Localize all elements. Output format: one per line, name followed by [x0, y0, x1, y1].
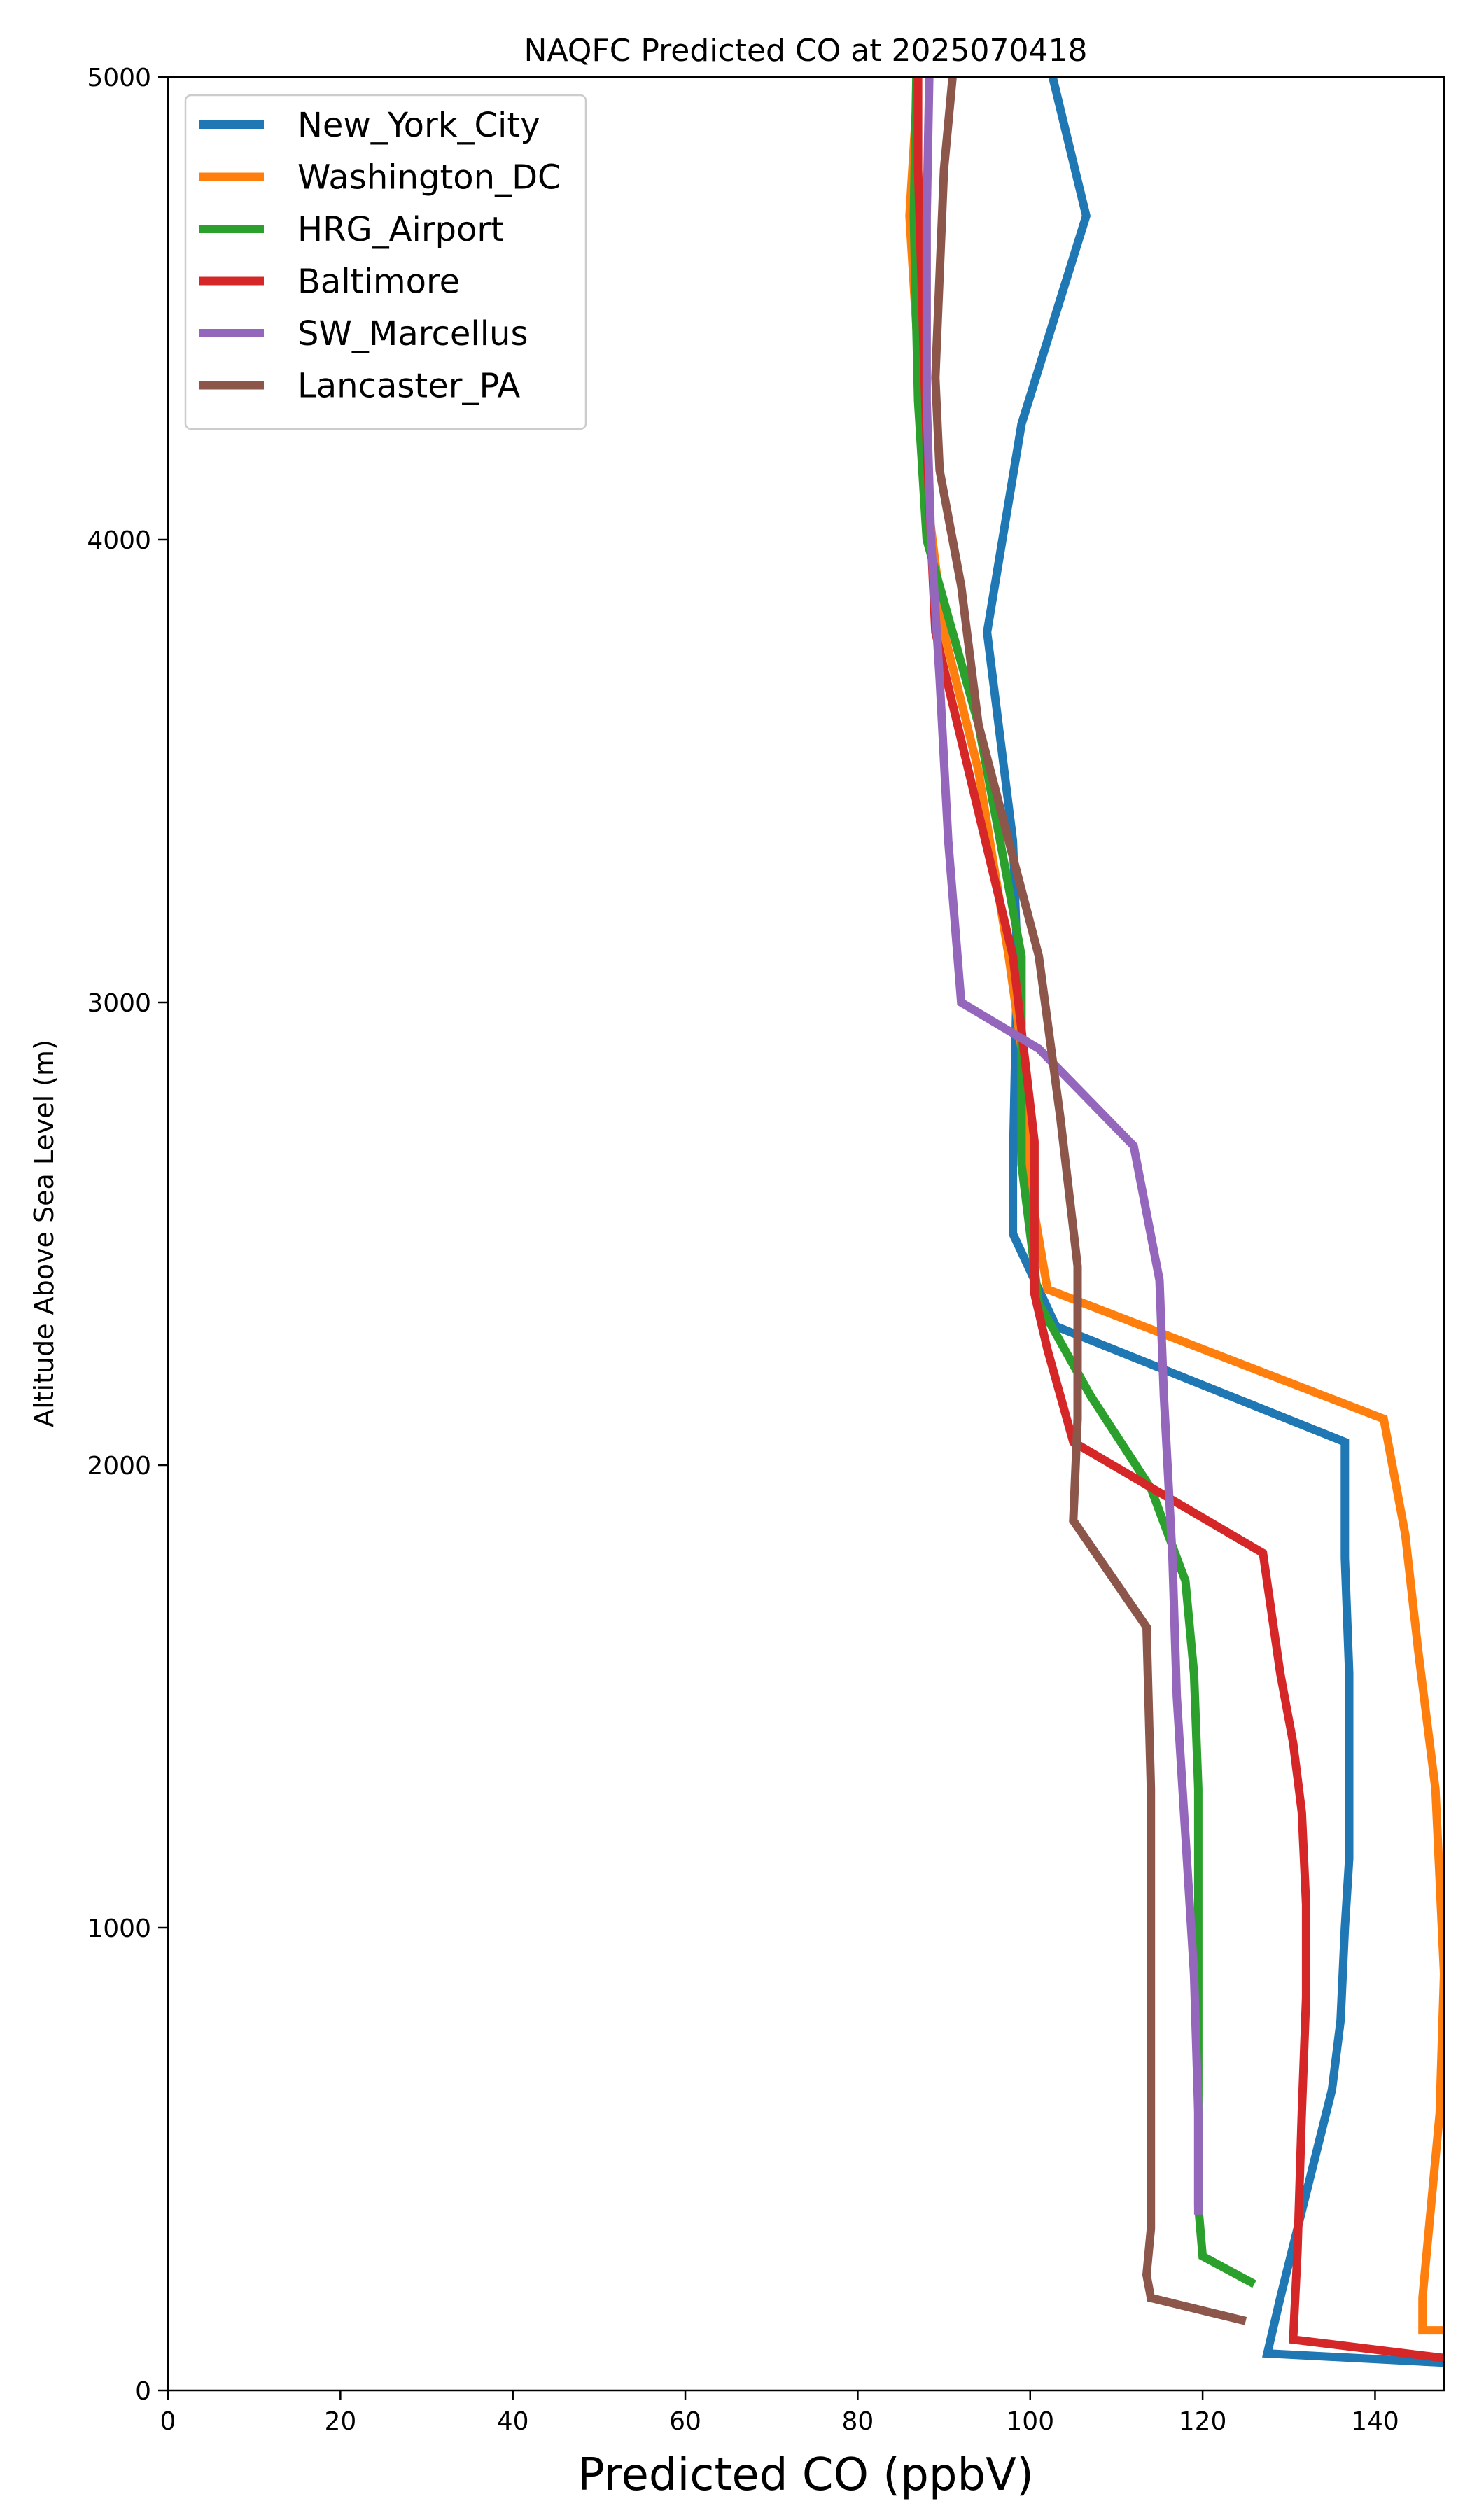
y-tick-label: 0	[135, 2377, 151, 2406]
y-tick-label: 1000	[87, 1914, 151, 1943]
series-layer	[905, 77, 1444, 2367]
y-tick-label: 4000	[87, 526, 151, 555]
series-line-sw-marcellus	[922, 77, 1203, 2215]
x-tick-label: 120	[1179, 2407, 1227, 2436]
legend: New_York_City Washington_DC HRG_Airport Bal…	[184, 94, 587, 430]
y-tick-label: 3000	[87, 989, 151, 1018]
y-tick-label: 2000	[87, 1452, 151, 1480]
x-axis-label: Predicted CO (ppbV)	[578, 2449, 1034, 2501]
y-tick-label: 5000	[87, 64, 151, 92]
x-tick-label: 80	[841, 2407, 874, 2436]
legend-label: HRG_Airport	[298, 210, 504, 249]
legend-label: Lancaster_PA	[298, 367, 520, 406]
y-axis-label: Altitude Above Sea Level (m)	[29, 1040, 59, 1427]
series-line-lancaster-pa	[931, 77, 1247, 2325]
plot-frame	[167, 76, 1446, 2392]
x-tick-label: 60	[669, 2407, 701, 2436]
chart-title: NAQFC Predicted CO at 2025070418	[524, 33, 1088, 69]
legend-label: Baltimore	[298, 262, 460, 302]
x-tick-label: 40	[497, 2407, 529, 2436]
x-tick-label: 20	[324, 2407, 356, 2436]
y-axis: 0 1000 2000 3000 4000 5000	[87, 64, 168, 2406]
legend-label: New_York_City	[298, 106, 540, 145]
plot-area	[168, 77, 1444, 2390]
x-axis: 0 20 40 60 80 100 120 140	[160, 2390, 1399, 2436]
legend-label: SW_Marcellus	[298, 314, 528, 354]
x-tick-label: 100	[1006, 2407, 1054, 2436]
x-tick-label: 0	[160, 2407, 176, 2436]
legend-label: Washington_DC	[298, 158, 561, 197]
legend-box	[184, 94, 587, 430]
x-tick-label: 140	[1351, 2407, 1399, 2436]
series-line-new-york-city	[983, 77, 1444, 2367]
